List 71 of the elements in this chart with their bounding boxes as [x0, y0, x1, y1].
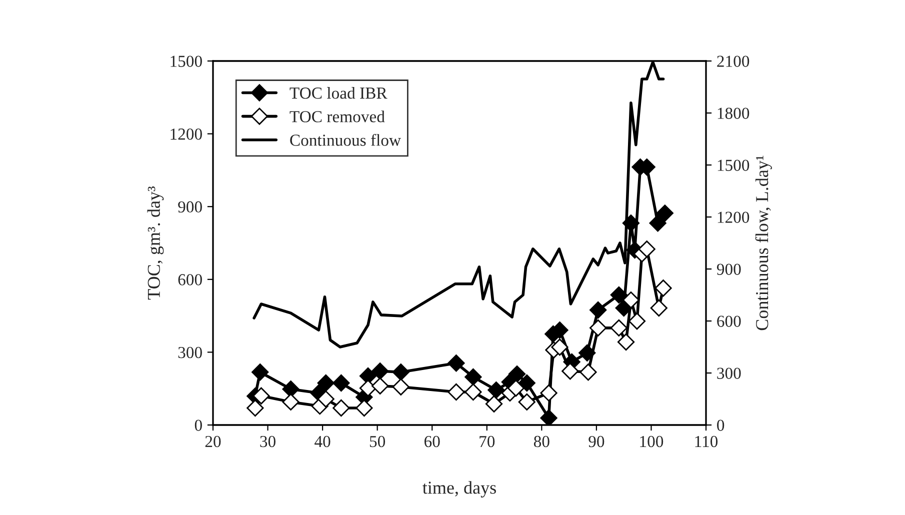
point: [317, 390, 334, 408]
x-tick-label: 80: [534, 436, 550, 448]
x-tick-label: 100: [640, 436, 664, 448]
point: [282, 393, 300, 410]
x-tick-label: 110: [695, 436, 718, 448]
point: [518, 393, 536, 410]
point: [610, 319, 628, 336]
point: [617, 333, 635, 351]
point: [656, 204, 674, 222]
y2-tick-label: 600: [717, 316, 741, 327]
y2-tick-label: 1200: [718, 212, 750, 223]
x-tick-label: 70: [480, 436, 495, 448]
y-tick-label: 600: [178, 274, 202, 286]
point: [392, 378, 410, 396]
point: [622, 291, 640, 309]
point: [359, 380, 377, 397]
point: [332, 399, 350, 417]
point: [252, 364, 269, 381]
point: [485, 395, 503, 412]
x-tick-label: 50: [370, 436, 386, 448]
y-tick-label: 1200: [170, 128, 202, 140]
y2-axis-title: Continuous flow, L.day¹: [755, 156, 772, 330]
y-tick-label: 1500: [170, 56, 202, 67]
y-tick-label: 300: [178, 346, 202, 358]
point: [372, 377, 389, 394]
point: [252, 387, 270, 404]
point: [317, 374, 334, 392]
y2-tick-label: 0: [717, 420, 724, 431]
point: [488, 382, 505, 399]
x-tick-label: 40: [314, 436, 330, 448]
point: [590, 319, 607, 336]
point: [650, 299, 668, 317]
y2-tick-label: 1500: [718, 160, 750, 171]
point: [551, 338, 568, 356]
point: [638, 240, 656, 258]
point: [464, 383, 482, 401]
point: [508, 365, 526, 383]
point: [518, 374, 536, 392]
point: [540, 384, 558, 402]
point: [610, 286, 628, 304]
point: [246, 399, 264, 417]
legend-label: Continuous flow: [290, 134, 401, 146]
point: [654, 280, 672, 297]
point: [580, 364, 597, 381]
legend-label: TOC removed: [290, 110, 385, 122]
point: [448, 383, 465, 401]
y2-tick-label: 300: [717, 368, 741, 379]
x-tick-label: 90: [588, 436, 604, 448]
y2-tick-label: 900: [716, 264, 741, 275]
point: [332, 374, 350, 392]
x-tick-label: 30: [260, 436, 276, 448]
point: [372, 362, 389, 380]
x-axis-title: time, days: [422, 481, 496, 498]
y-tick-label: 900: [178, 201, 202, 213]
point: [507, 380, 524, 397]
y-tick-label: 0: [194, 420, 202, 431]
point: [590, 301, 607, 319]
point: [464, 368, 482, 386]
y2-tick-label: 1800: [718, 108, 750, 119]
point: [628, 312, 646, 330]
point: [562, 362, 579, 380]
point: [649, 214, 666, 232]
point: [448, 354, 465, 372]
x-tick-label: 60: [424, 436, 440, 448]
legend-label: TOC load IBR: [290, 87, 388, 99]
point: [540, 409, 558, 425]
point: [392, 364, 410, 381]
point: [356, 399, 373, 417]
x-tick-label: 20: [205, 436, 221, 448]
y-axis-title: TOC, gm³. day³: [147, 186, 164, 300]
y2-tick-label: 2100: [717, 56, 750, 67]
